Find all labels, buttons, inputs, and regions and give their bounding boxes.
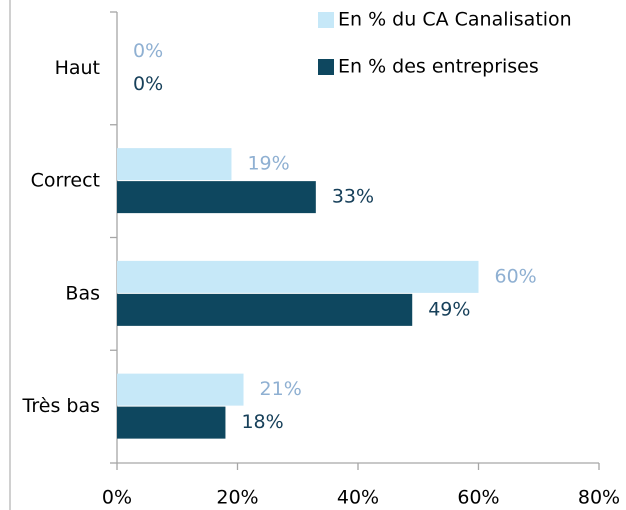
bar xyxy=(117,181,316,214)
bar xyxy=(117,148,232,181)
value-label: 60% xyxy=(495,265,537,287)
value-label: 0% xyxy=(133,73,163,95)
category-label: Haut xyxy=(55,57,100,79)
x-tick-label: 80% xyxy=(578,487,620,509)
legend-label: En % des entreprises xyxy=(338,56,539,78)
category-label: Bas xyxy=(65,282,100,304)
legend-swatch xyxy=(318,59,334,75)
x-tick-label: 0% xyxy=(102,487,132,509)
bar xyxy=(117,373,244,406)
x-tick-label: 60% xyxy=(457,487,499,509)
bar xyxy=(117,260,479,293)
value-label: 18% xyxy=(241,411,283,433)
category-label: Très bas xyxy=(22,395,100,417)
bar xyxy=(117,293,413,326)
legend-label: En % du CA Canalisation xyxy=(338,9,572,31)
x-tick-label: 40% xyxy=(337,487,379,509)
value-label: 0% xyxy=(133,40,163,62)
value-label: 33% xyxy=(332,186,374,208)
legend-swatch xyxy=(318,12,334,28)
x-tick-label: 20% xyxy=(216,487,258,509)
value-label: 19% xyxy=(247,153,289,175)
category-label: Correct xyxy=(31,170,100,192)
value-label: 49% xyxy=(428,298,470,320)
bar xyxy=(117,406,226,439)
value-label: 21% xyxy=(260,378,302,400)
